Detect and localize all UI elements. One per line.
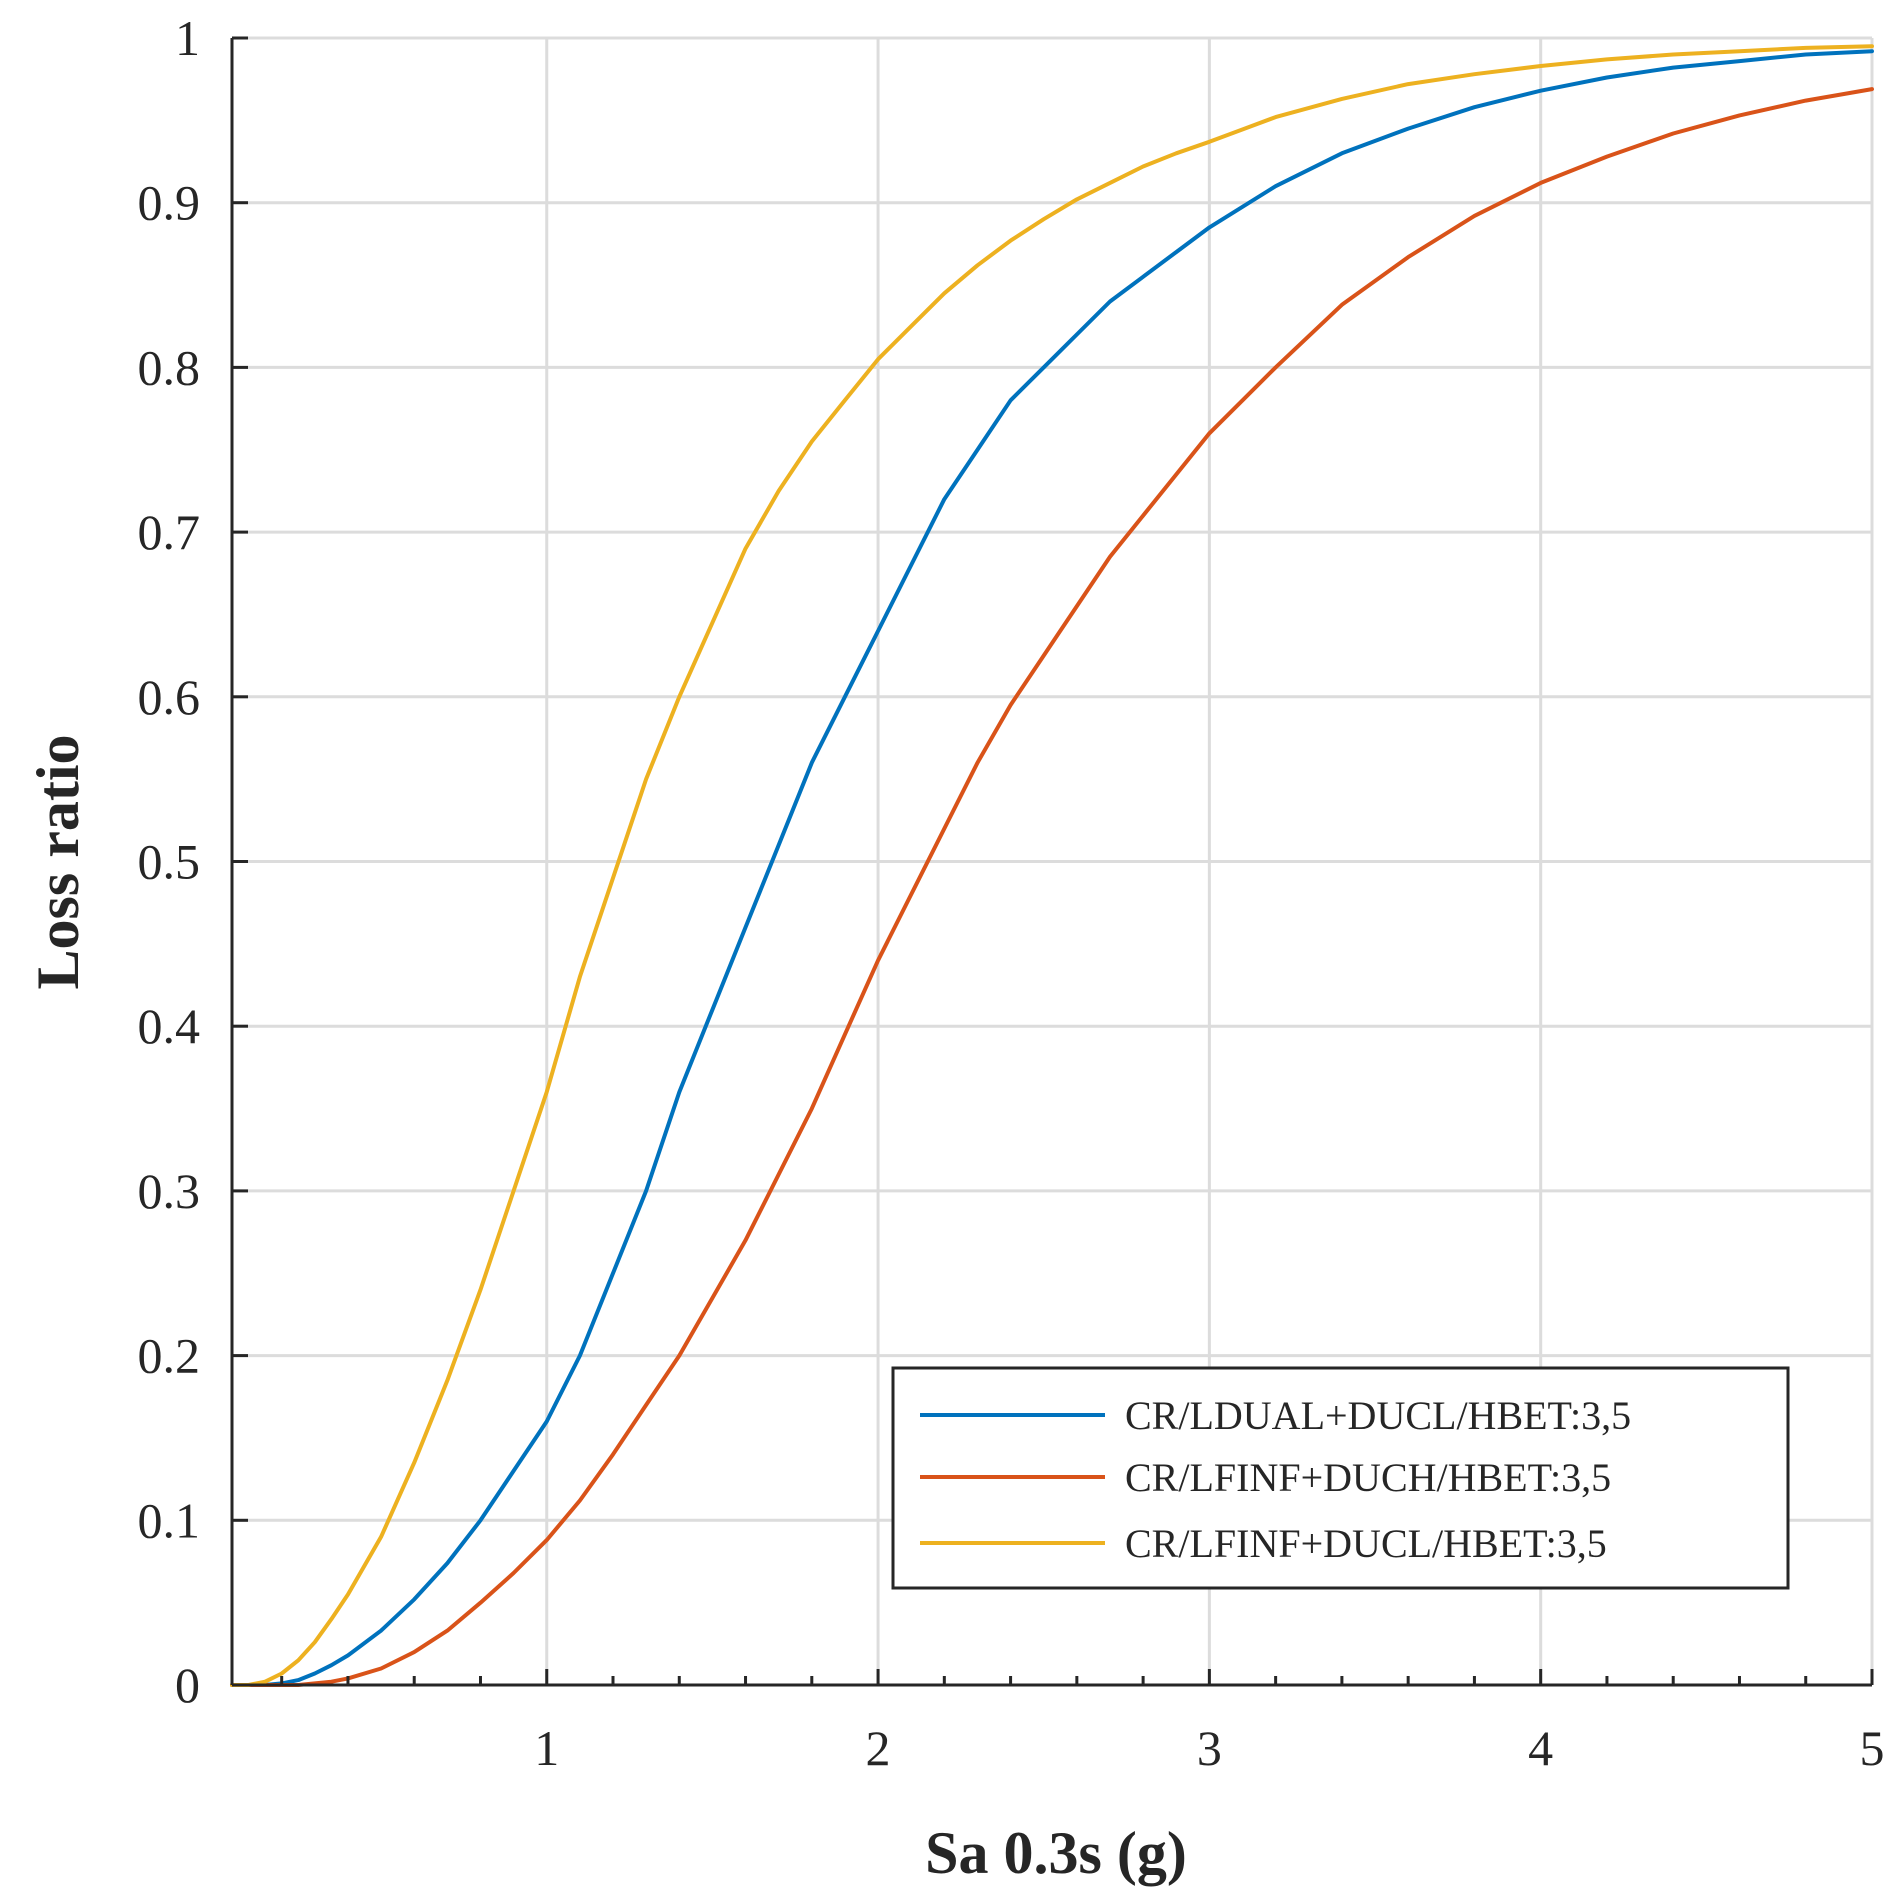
y-tick-label-1: 1	[175, 10, 200, 66]
tick-labels: 1 2 3 4 5 0 0.1 0.2 0.3 0.4 0.5 0.6 0.7 0.8 0.9 1	[138, 10, 1885, 1776]
x-axis-title: Sa 0.3s (g)	[925, 1820, 1187, 1886]
legend-label-lfinf-ducl: CR/LFINF+DUCL/HBET:3,5	[1125, 1521, 1607, 1566]
x-tick-label-2: 2	[866, 1720, 891, 1776]
y-tick-label-0: 0	[175, 1657, 200, 1713]
legend: CR/LDUAL+DUCL/HBET:3,5 CR/LFINF+DUCH/HBE…	[891, 1366, 1790, 1590]
series-line-1	[230, 49, 1874, 1687]
y-tick-label-0.4: 0.4	[138, 998, 201, 1054]
legend-label-lfinf-duch: CR/LFINF+DUCH/HBET:3,5	[1125, 1455, 1611, 1500]
y-tick-label-0.3: 0.3	[138, 1163, 201, 1219]
y-tick-label-0.9: 0.9	[138, 175, 201, 231]
y-tick-label-0.8: 0.8	[138, 339, 201, 395]
x-tick-label-1: 1	[534, 1720, 559, 1776]
axes-layer	[230, 36, 1874, 1687]
y-axis-title: Loss ratio	[25, 735, 91, 990]
y-tick-label-0.6: 0.6	[138, 669, 201, 725]
x-tick-label-3: 3	[1197, 1720, 1222, 1776]
y-tick-label-0.1: 0.1	[138, 1492, 201, 1548]
x-tick-label-5: 5	[1860, 1720, 1885, 1776]
y-tick-label-0.2: 0.2	[138, 1328, 201, 1384]
y-tick-label-0.5: 0.5	[138, 834, 201, 890]
series-layer	[230, 44, 1874, 1687]
series-line-3	[230, 44, 1874, 1687]
y-tick-label-0.7: 0.7	[138, 504, 201, 560]
series-line-2	[230, 87, 1874, 1687]
x-tick-label-4: 4	[1528, 1720, 1553, 1776]
legend-label-ldual-ducl: CR/LDUAL+DUCL/HBET:3,5	[1125, 1393, 1631, 1438]
